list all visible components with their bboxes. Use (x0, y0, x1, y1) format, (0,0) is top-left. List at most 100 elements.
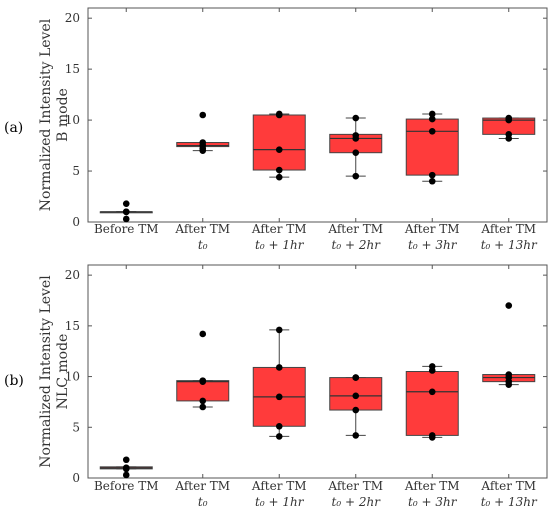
box (252, 114, 306, 171)
x-tick-label: After TM (327, 222, 383, 236)
y-tick-label: 5 (72, 420, 80, 434)
data-point (199, 378, 207, 385)
box (405, 118, 459, 176)
x-tick-label: After TM (480, 479, 536, 493)
y-axis-label: Normalized Intensity LevelNLC mode (38, 275, 71, 468)
data-point (352, 432, 360, 439)
box-group (329, 114, 383, 180)
data-point (505, 302, 513, 309)
data-point (275, 146, 283, 153)
data-point (275, 433, 283, 440)
data-point (122, 208, 130, 216)
y-tick-label: 15 (65, 319, 80, 333)
box-group (405, 110, 459, 185)
x-tick-label: After TM (251, 479, 307, 493)
y-tick-label: 10 (65, 113, 80, 127)
y-axis-label-line1: Normalized Intensity Level (38, 275, 54, 468)
data-point (352, 374, 360, 381)
y-tick-label: 10 (65, 370, 80, 384)
box-group (482, 114, 536, 142)
data-point (428, 367, 436, 374)
data-point (199, 397, 207, 405)
chart-panel-b: 0 5 10 15 20 Before TM After TM t₀ After TM t₀ + … (4, 264, 548, 509)
data-point (122, 471, 130, 479)
data-point (275, 422, 283, 430)
x-tick-label: After TM (404, 479, 460, 493)
x-tick-sublabel: t₀ + 2hr (332, 495, 382, 509)
data-point (275, 326, 283, 334)
data-point (199, 147, 207, 154)
data-point (122, 200, 130, 207)
data-point (352, 392, 360, 400)
x-tick-sublabel: t₀ + 2hr (332, 238, 382, 252)
data-point (275, 393, 283, 401)
plot-frame (87, 7, 548, 223)
box (405, 371, 459, 436)
panel-label: (b) (4, 373, 24, 389)
data-point (352, 114, 360, 122)
x-tick-sublabel: t₀ + 1hr (255, 238, 305, 252)
y-tick-label: 20 (65, 268, 80, 282)
box-group (176, 330, 230, 411)
box-group (99, 456, 153, 479)
data-point (428, 171, 436, 179)
y-axis-label: Normalized Intensity LevelB mode (38, 18, 71, 211)
data-point (275, 111, 283, 119)
box-group (176, 111, 230, 154)
data-point (428, 128, 436, 135)
data-point (122, 456, 130, 464)
box-group (252, 326, 306, 440)
x-tick-label: After TM (174, 222, 230, 236)
y-tick-label: 20 (65, 11, 80, 25)
x-tick-label: Before TM (94, 479, 159, 493)
box-group (99, 200, 153, 223)
x-tick-label: After TM (404, 222, 460, 236)
x-tick-label: After TM (251, 222, 307, 236)
box-group (329, 374, 383, 439)
data-point (199, 330, 207, 338)
x-tick-label: Before TM (94, 222, 159, 236)
y-axis-label-line2: NLC mode (55, 334, 71, 410)
data-point (352, 149, 360, 157)
data-point (122, 465, 130, 473)
data-point (275, 364, 283, 371)
data-point (428, 110, 436, 118)
data-point (505, 381, 513, 388)
box-group (405, 363, 459, 441)
chart-panel-a: 0 5 10 15 20 Before TM After TM t₀ After TM t₀ + … (4, 7, 548, 252)
y-axis-label-line1: Normalized Intensity Level (38, 18, 54, 211)
data-point (352, 406, 360, 414)
panel-label: (a) (4, 120, 23, 136)
plot-frame (87, 264, 548, 479)
data-point (428, 115, 436, 123)
x-tick-sublabel: t₀ + 3hr (408, 238, 458, 252)
data-point (275, 166, 283, 174)
x-tick-sublabel: t₀ + 3hr (408, 495, 458, 509)
x-tick-label: After TM (327, 479, 383, 493)
box-group (252, 110, 306, 181)
x-tick-sublabel: t₀ + 13hr (481, 238, 538, 252)
y-tick-label: 5 (72, 164, 80, 178)
x-tick-sublabel: t₀ (198, 495, 208, 509)
data-point (199, 403, 207, 411)
y-tick-label: 0 (72, 215, 80, 229)
data-point (352, 172, 360, 180)
data-point (122, 215, 130, 223)
data-point (428, 434, 436, 441)
data-point (505, 135, 513, 142)
x-tick-label: After TM (480, 222, 536, 236)
data-point (428, 388, 436, 396)
data-point (275, 173, 283, 181)
x-tick-sublabel: t₀ (198, 238, 208, 252)
x-tick-sublabel: t₀ + 1hr (255, 495, 305, 509)
y-tick-label: 15 (65, 62, 80, 76)
data-point (352, 135, 360, 142)
x-tick-label: After TM (174, 479, 230, 493)
data-point (199, 111, 207, 119)
y-axis-label-line2: B mode (55, 88, 71, 142)
data-point (505, 116, 513, 124)
y-tick-label: 0 (72, 471, 80, 485)
x-tick-sublabel: t₀ + 13hr (481, 495, 538, 509)
box-group (482, 302, 536, 388)
